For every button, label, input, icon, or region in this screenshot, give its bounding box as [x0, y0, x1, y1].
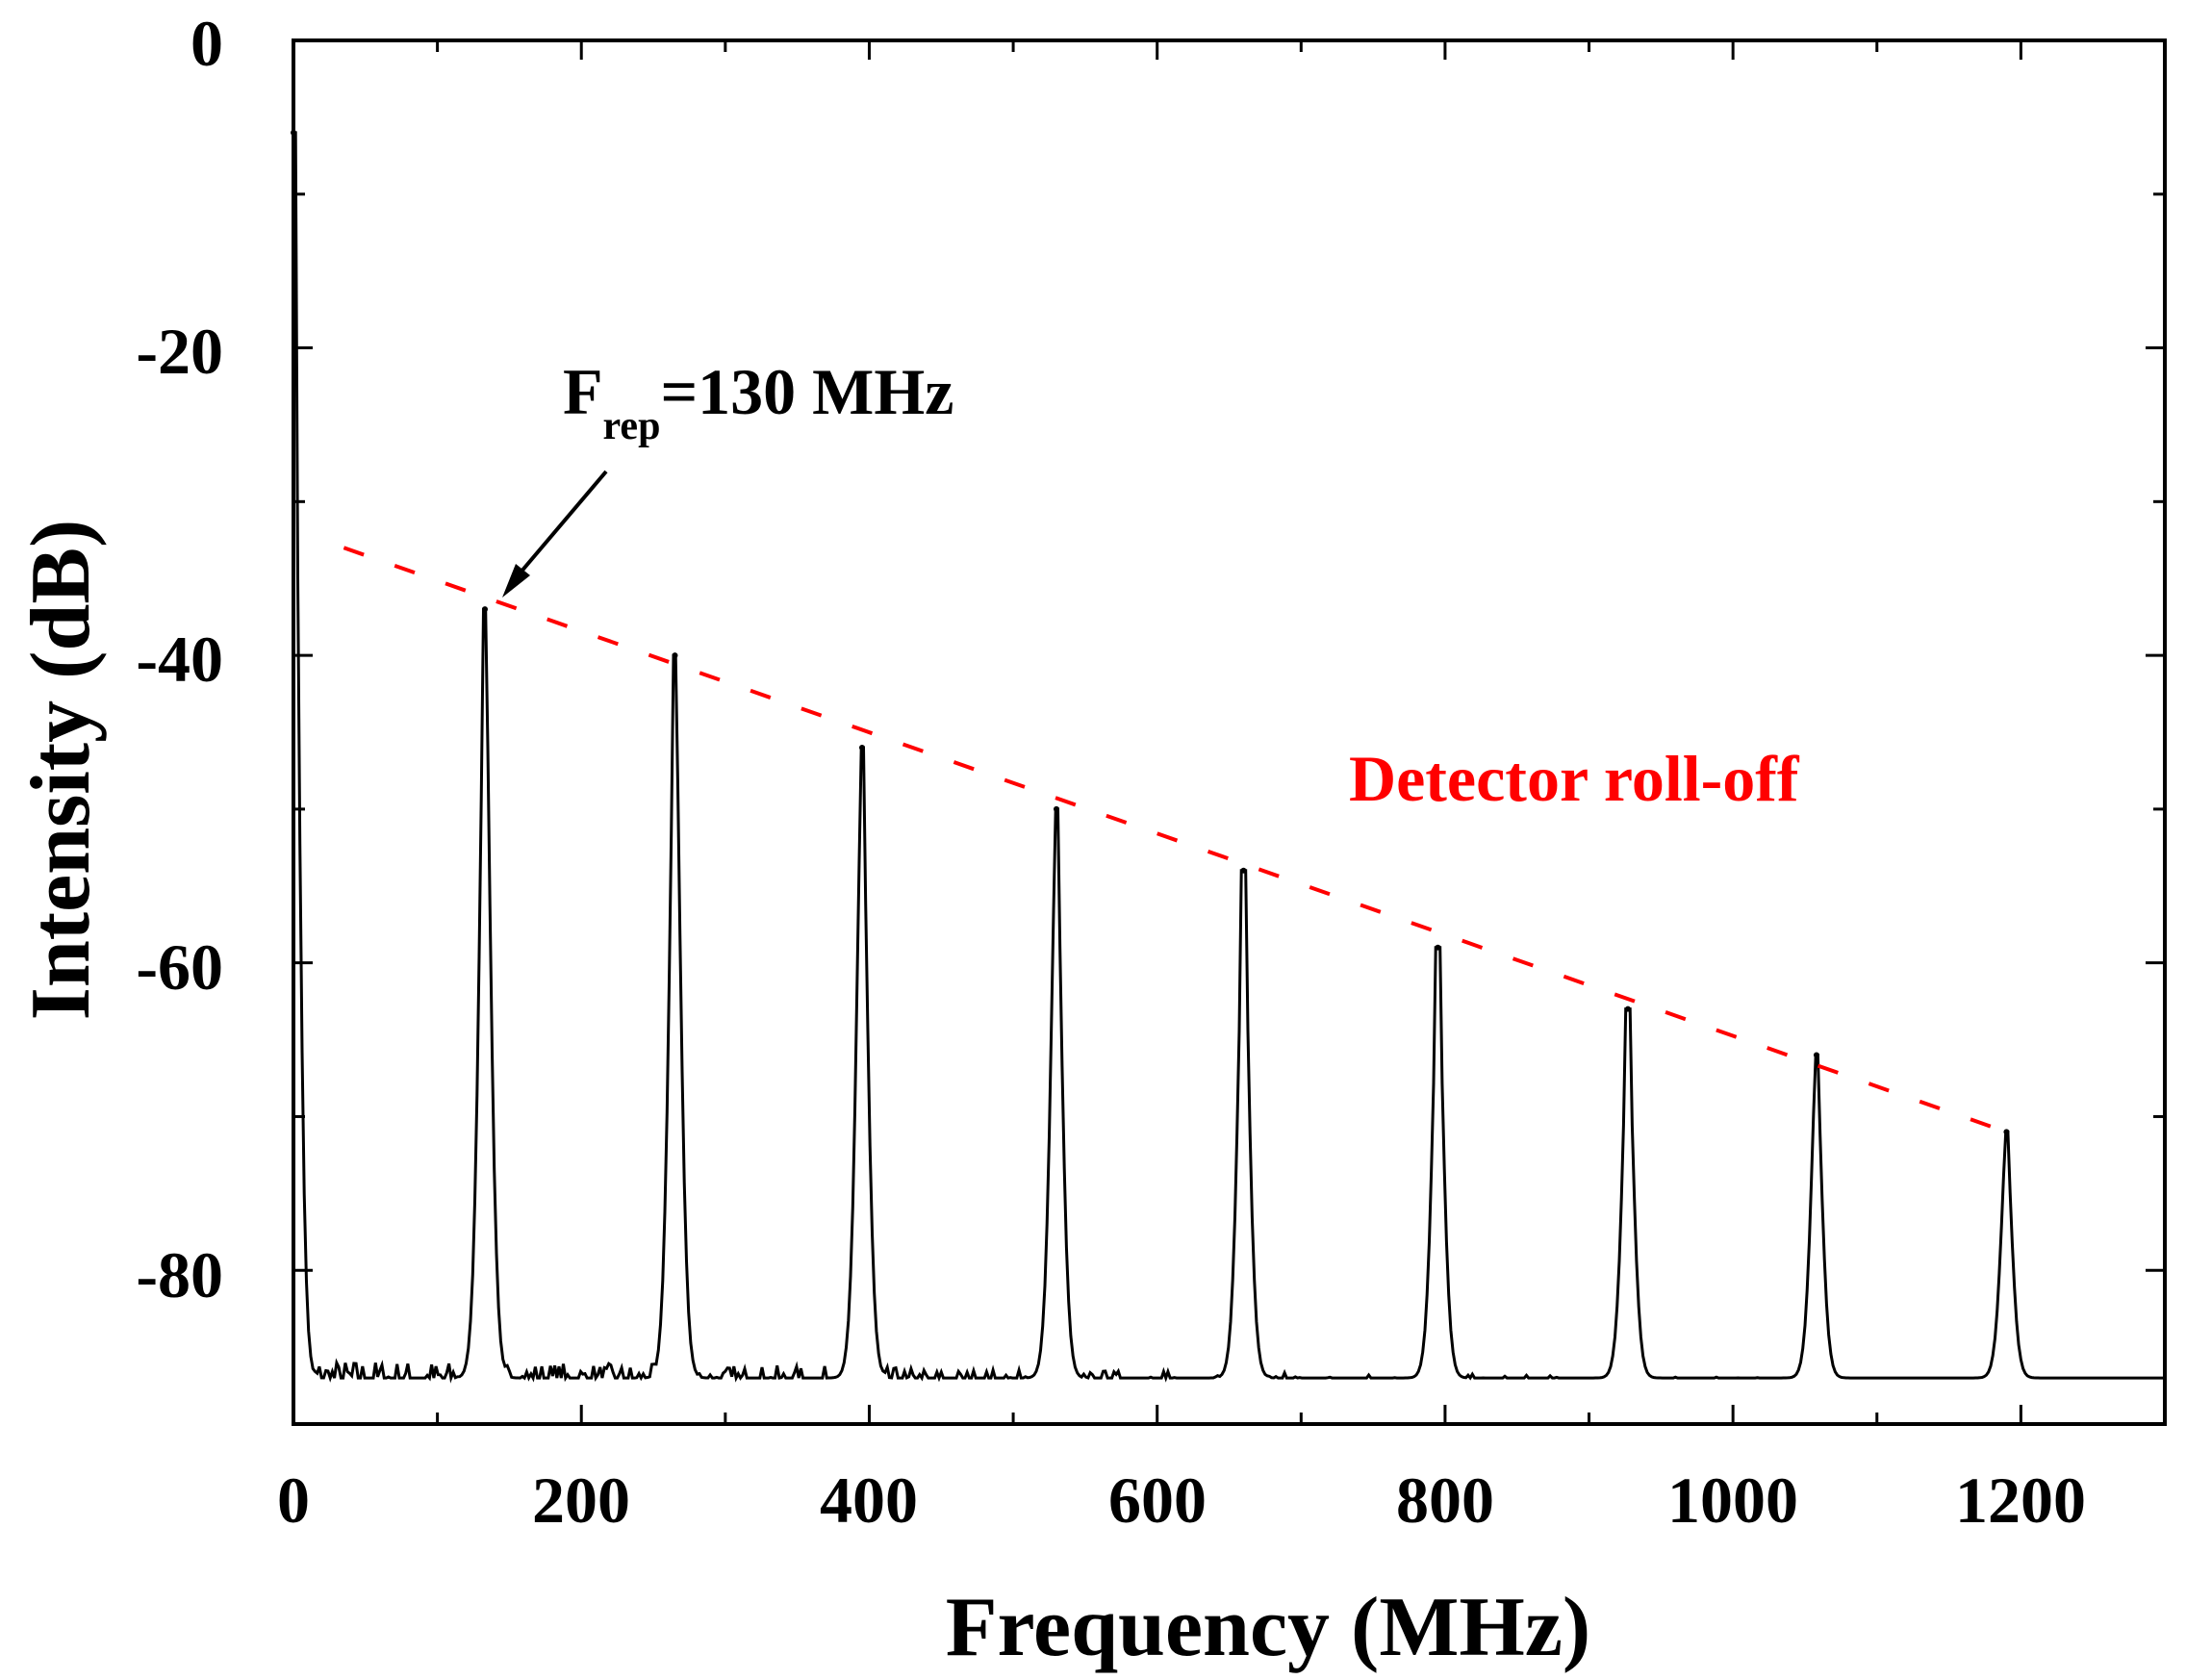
frep-label-main: F: [563, 355, 603, 428]
x-tick-label: 600: [1108, 1464, 1207, 1537]
frep-label-rest: =130 MHz: [660, 355, 953, 428]
y-tick-label: -20: [136, 315, 223, 388]
spectrum-peak-point: [1813, 1052, 1819, 1058]
y-tick-label: -80: [136, 1238, 223, 1311]
plot-frame: [292, 38, 2167, 1426]
y-axis-title: Intensity (dB): [14, 520, 108, 1021]
frep-annotation: Frep=130 MHz: [563, 355, 953, 448]
spectrum-peak-point: [1240, 867, 1247, 874]
rolloff-label: Detector roll-off: [1349, 742, 1800, 815]
x-axis-title: Frequency (MHz): [946, 1581, 1590, 1674]
spectrum-peak-point: [1435, 944, 1441, 951]
spectrum-peak-point: [1053, 805, 1059, 812]
x-tick-label: 400: [820, 1464, 918, 1537]
frep-arrow-line: [513, 470, 608, 581]
frep-label-sub: rep: [603, 404, 661, 448]
x-tick-label: 0: [277, 1464, 310, 1537]
x-tick-label: 1000: [1667, 1464, 1798, 1537]
x-tick-label: 200: [532, 1464, 630, 1537]
spectrum-trace: [293, 131, 2164, 1384]
y-tick-label: -40: [136, 623, 223, 696]
frep-arrow-head: [502, 564, 530, 598]
spectrum-peak-point: [1624, 1005, 1631, 1012]
spectrum-peak-point: [481, 606, 488, 613]
axes-layer: [292, 38, 2165, 1424]
x-tick-label: 800: [1396, 1464, 1494, 1537]
spectrum-peak-point: [858, 744, 865, 751]
y-tick-label: -60: [136, 930, 223, 1004]
rolloff-line: [343, 546, 2008, 1134]
spectrum-peak-point: [2003, 1129, 2010, 1135]
spectrum-peak-point: [672, 652, 678, 659]
traces-layer: [291, 129, 2164, 1384]
y-tick-label: 0: [191, 7, 223, 80]
x-tick-label: 1200: [1955, 1464, 2086, 1537]
